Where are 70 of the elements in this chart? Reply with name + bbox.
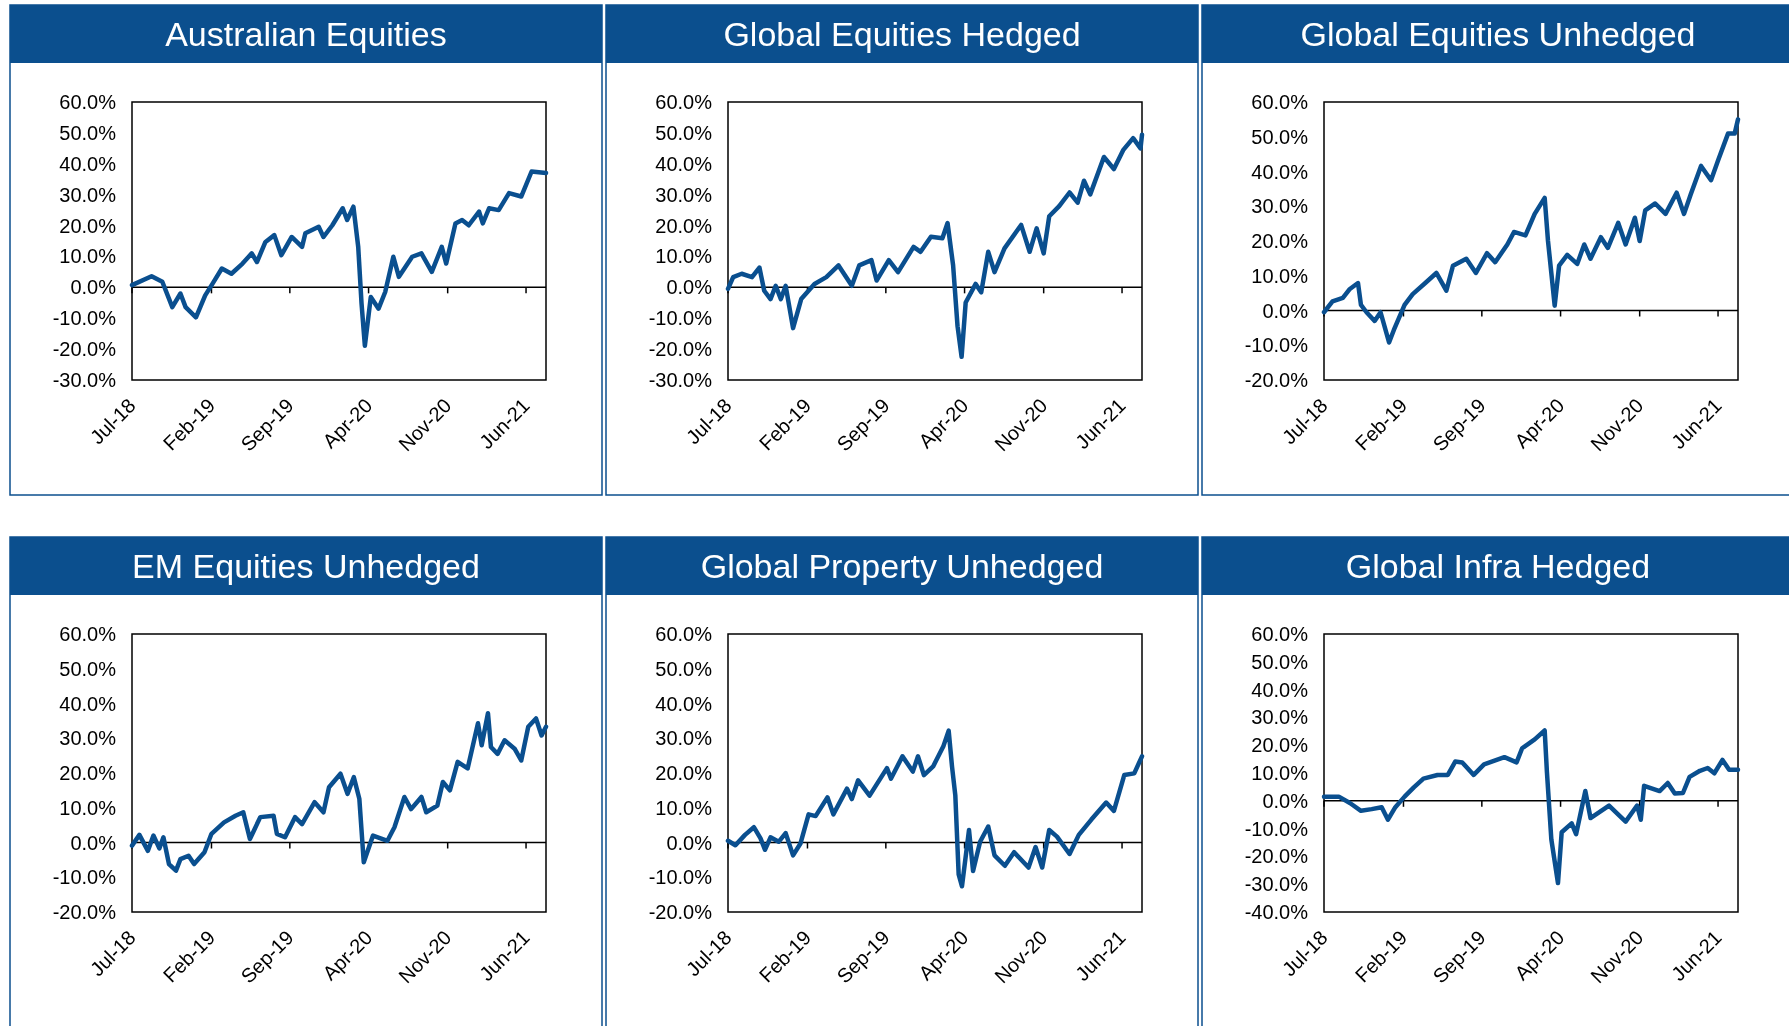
y-tick-label: 50.0%	[655, 657, 713, 680]
y-tick-label: 30.0%	[1251, 706, 1309, 729]
y-tick-label: 20.0%	[59, 214, 117, 237]
y-tick-label: 60.0%	[655, 91, 713, 113]
y-tick-label: -40.0%	[1244, 901, 1309, 923]
y-tick-label: 60.0%	[59, 623, 117, 645]
y-tick-label: 20.0%	[1251, 230, 1309, 252]
y-tick-label: -20.0%	[648, 338, 713, 361]
chart-title: EM Equities Unhedged	[132, 547, 480, 585]
y-tick-label: 50.0%	[1251, 125, 1309, 148]
y-tick-label: 40.0%	[59, 152, 117, 175]
y-tick-label: 50.0%	[59, 121, 117, 144]
y-tick-label: -20.0%	[1244, 845, 1309, 868]
y-tick-label: 40.0%	[1251, 678, 1309, 701]
line-series	[725, 132, 1145, 360]
y-tick-label: 30.0%	[59, 727, 117, 750]
y-tick-label: -10.0%	[648, 307, 713, 330]
y-tick-label: 40.0%	[1251, 160, 1309, 183]
y-tick-label: 20.0%	[59, 762, 117, 784]
y-tick-label: 0.0%	[70, 831, 117, 854]
y-tick-label: -10.0%	[52, 307, 117, 330]
y-tick-label: 30.0%	[655, 183, 713, 206]
y-tick-label: -10.0%	[52, 866, 117, 889]
y-tick-label: 10.0%	[1251, 264, 1309, 287]
y-tick-label: 20.0%	[655, 762, 713, 784]
y-tick-label: 10.0%	[59, 796, 117, 819]
chart-title: Global Property Unhedged	[700, 547, 1104, 585]
y-tick-label: 30.0%	[59, 183, 117, 206]
y-tick-label: 20.0%	[1251, 734, 1309, 757]
line-series	[1321, 117, 1741, 345]
chart-title: Global Equities Unhedged	[1300, 15, 1696, 53]
y-tick-label: -20.0%	[648, 901, 713, 923]
y-tick-label: 60.0%	[1251, 91, 1309, 113]
y-tick-label: 20.0%	[655, 214, 713, 237]
y-tick-label: 10.0%	[59, 245, 117, 268]
y-tick-label: 10.0%	[655, 245, 713, 268]
chart-title: Australian Equities	[165, 15, 447, 53]
y-tick-label: 0.0%	[666, 276, 713, 299]
y-tick-label: 60.0%	[59, 91, 117, 113]
y-tick-label: 40.0%	[59, 692, 117, 715]
y-tick-label: 60.0%	[655, 623, 713, 645]
line-series	[1321, 728, 1741, 886]
y-tick-label: -10.0%	[1244, 817, 1309, 840]
line-series	[129, 169, 549, 348]
y-tick-label: -10.0%	[648, 866, 713, 889]
y-tick-label: 40.0%	[655, 152, 713, 175]
chart-title: Global Infra Hedged	[1345, 547, 1651, 585]
y-tick-label: 50.0%	[1251, 650, 1309, 673]
y-tick-label: -30.0%	[648, 369, 713, 391]
y-tick-label: -20.0%	[1244, 369, 1309, 391]
y-tick-label: 30.0%	[655, 727, 713, 750]
y-tick-label: 0.0%	[666, 831, 713, 854]
y-tick-label: 0.0%	[1262, 299, 1309, 322]
y-tick-label: 10.0%	[1251, 762, 1309, 784]
y-tick-label: 10.0%	[655, 796, 713, 819]
y-tick-label: 0.0%	[70, 276, 117, 299]
y-tick-label: -20.0%	[52, 338, 117, 361]
line-series	[725, 728, 1145, 889]
y-tick-label: -30.0%	[52, 369, 117, 391]
y-tick-label: 40.0%	[655, 692, 713, 715]
chart-title: Global Equities Hedged	[723, 15, 1081, 53]
y-tick-label: 0.0%	[1262, 789, 1309, 812]
y-tick-label: -20.0%	[52, 901, 117, 923]
y-tick-label: 50.0%	[655, 121, 713, 144]
line-series	[129, 710, 549, 873]
y-tick-label: 30.0%	[1251, 195, 1309, 218]
y-tick-label: -30.0%	[1244, 873, 1309, 896]
y-tick-label: 60.0%	[1251, 623, 1309, 645]
y-tick-label: -10.0%	[1244, 334, 1309, 357]
y-tick-label: 50.0%	[59, 657, 117, 680]
